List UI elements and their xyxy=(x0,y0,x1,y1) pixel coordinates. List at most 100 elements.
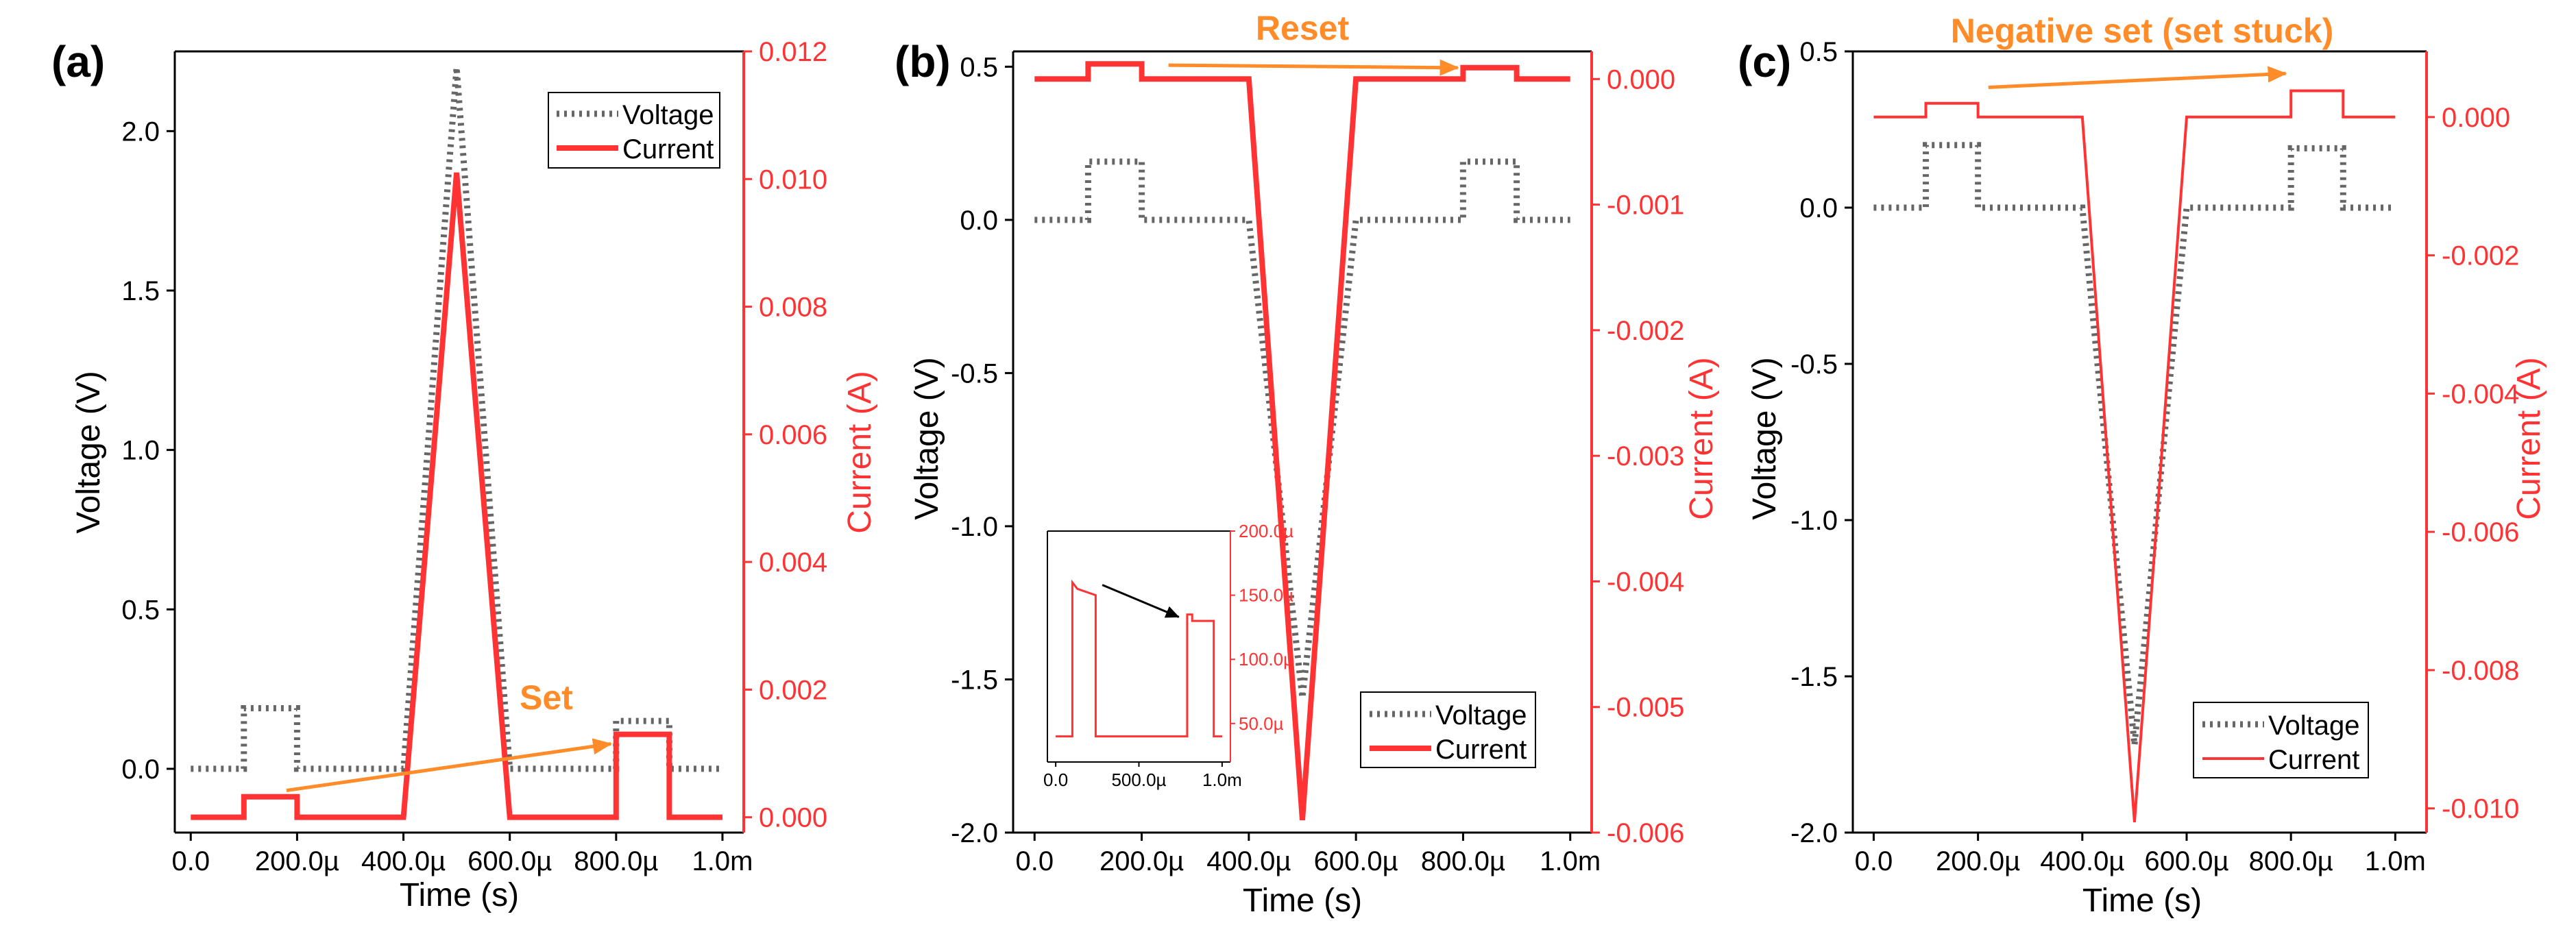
y-right-tick-label: 0.000 xyxy=(2442,103,2510,133)
inset-y-tick-label: 200.0µ xyxy=(1239,521,1293,541)
y-right-tick-label: -0.010 xyxy=(2442,794,2519,824)
y-right-tick-label: -0.008 xyxy=(2442,656,2519,686)
trend-arrow xyxy=(286,738,613,793)
y-right-tick-label: -0.003 xyxy=(1607,441,1684,471)
panel-a-xlabel: Time (s) xyxy=(400,877,519,913)
x-tick-label: 200.0µ xyxy=(1099,846,1184,876)
panel-a-legend-box xyxy=(548,92,720,169)
panel-c-legend-voltage: Voltage xyxy=(2268,711,2359,741)
series-current-line xyxy=(1873,89,2396,823)
panel-a-plot: 0.0 200.0µ 400.0µ 600.0µ 800.0µ 1.0m 0.0 0.5 1.0… xyxy=(121,37,827,876)
x-tick-label: 1.0m xyxy=(2365,846,2426,876)
x-tick-label: 600.0µ xyxy=(467,846,552,876)
x-tick-label: 400.0µ xyxy=(361,846,446,876)
y-right-tick-label: -0.006 xyxy=(2442,517,2519,548)
panel-b-legend: Voltage Current xyxy=(1360,691,1536,768)
series-current-line xyxy=(191,172,722,820)
y-right-tick-label: -0.001 xyxy=(1607,191,1684,221)
trend-arrow xyxy=(1168,59,1459,76)
x-tick-label: 400.0µ xyxy=(1206,846,1291,876)
panel-c-xlabel: Time (s) xyxy=(2082,883,2202,919)
panel-c-label: (c) xyxy=(1738,37,1791,86)
y-right-tick-label: -0.005 xyxy=(1607,693,1684,723)
x-tick-label: 1.0m xyxy=(692,846,753,876)
y-left-tick-label: 0.0 xyxy=(960,206,998,236)
y-left-tick-label: 0.0 xyxy=(1799,193,1838,223)
y-left-tick-label: 1.5 xyxy=(121,276,160,306)
panel-c-plot: 0.0 200.0µ 400.0µ 600.0µ 800.0µ 1.0m -2.0 -1.5 -… xyxy=(1790,37,2519,876)
x-tick-label: 200.0µ xyxy=(1936,846,2020,876)
panel-a-legend: Voltage Current xyxy=(548,92,720,169)
panel-b-ylabel-right: Current (A) xyxy=(1684,357,1720,519)
y-right-tick-label: 0.000 xyxy=(759,803,827,833)
y-right-tick-label: -0.002 xyxy=(1607,316,1684,346)
y-left-tick-label: 2.0 xyxy=(121,116,160,147)
y-right-tick-label: -0.002 xyxy=(2442,241,2519,271)
inset-y-tick-label: 150.0µ xyxy=(1239,585,1293,606)
series-voltage-line xyxy=(191,66,722,772)
trend-arrow xyxy=(1988,66,2287,89)
y-left-tick-label: -1.5 xyxy=(1790,662,1838,692)
panel-b-legend-current: Current xyxy=(1435,735,1527,765)
x-tick-label: 800.0µ xyxy=(2249,846,2333,876)
inset-current-line xyxy=(1056,579,1222,738)
inset-background xyxy=(1047,531,1230,762)
inset-x-tick-label: 500.0µ xyxy=(1111,770,1166,790)
x-tick-label: 0.0 xyxy=(1015,846,1054,876)
panel-a-legend-voltage: Voltage xyxy=(622,100,714,130)
y-right-tick-label: -0.004 xyxy=(1607,567,1684,597)
x-tick-label: 0.0 xyxy=(171,846,210,876)
panel-b-label: (b) xyxy=(895,37,951,86)
x-tick-label: 600.0µ xyxy=(1314,846,1398,876)
y-left-tick-label: 0.5 xyxy=(121,595,160,625)
panel-b-plot: 0.0 200.0µ 400.0µ 600.0µ 800.0µ 1.0m -2.0 -1.5 -… xyxy=(951,50,1684,876)
panel-a-legend-current: Current xyxy=(622,134,714,164)
panel-a-ylabel-left: Voltage (V) xyxy=(71,371,107,533)
y-left-tick-label: -1.0 xyxy=(951,512,998,542)
series-current-line xyxy=(1034,61,1570,820)
x-tick-label: 800.0µ xyxy=(1421,846,1505,876)
panel-b: (b) 0.0 200.0µ 400.0µ 600.0µ 800.0µ 1.0m -2.0 -… xyxy=(895,9,1720,919)
y-right-tick-label: 0.006 xyxy=(759,420,827,450)
y-right-tick-label: 0.008 xyxy=(759,293,827,323)
panel-b-inset: 0.0 500.0µ 1.0m 50.0µ 100.0µ 150.0µ 200.0µ xyxy=(1043,521,1293,790)
panel-c-legend-current: Current xyxy=(2268,745,2359,775)
panel-a-annotation: Set xyxy=(520,678,573,717)
y-left-tick-label: -2.0 xyxy=(951,818,998,848)
y-left-tick-label: -1.0 xyxy=(1790,506,1838,536)
y-right-tick-label: -0.004 xyxy=(2442,379,2519,409)
x-tick-label: 400.0µ xyxy=(2040,846,2124,876)
y-left-tick-label: -0.5 xyxy=(1790,349,1838,380)
panel-b-xlabel: Time (s) xyxy=(1243,883,1362,919)
x-tick-label: 800.0µ xyxy=(574,846,658,876)
panel-c-legend-box xyxy=(2193,702,2369,778)
panel-a: (a) 0.0 200.0µ 400.0µ 600.0µ 800.0µ 1.0m0.00.… xyxy=(51,37,878,913)
panel-c: (c) 0.0 200.0µ 400.0µ 600.0µ 800.0µ 1.0m -2.0 -… xyxy=(1738,12,2547,919)
y-left-tick-label: -1.5 xyxy=(951,665,998,695)
y-right-tick-label: 0.000 xyxy=(1607,64,1675,95)
x-tick-label: 0.0 xyxy=(1855,846,1893,876)
panel-a-label: (a) xyxy=(51,37,105,86)
inset-arrow xyxy=(1102,584,1180,618)
inset-y-tick-label: 50.0µ xyxy=(1239,713,1284,734)
x-tick-label: 200.0µ xyxy=(255,846,339,876)
y-right-tick-label: 0.010 xyxy=(759,164,827,195)
y-left-tick-label: 0.5 xyxy=(960,52,998,82)
panel-b-legend-voltage: Voltage xyxy=(1435,700,1527,730)
panel-b-legend-box xyxy=(1360,691,1536,768)
panel-b-ylabel-left: Voltage (V) xyxy=(909,357,945,519)
x-tick-label: 600.0µ xyxy=(2144,846,2228,876)
y-right-tick-label: 0.012 xyxy=(759,37,827,67)
panel-c-legend: Voltage Current xyxy=(2193,702,2369,778)
inset-x-tick-label: 0.0 xyxy=(1043,770,1068,790)
panel-c-ylabel-right: Current (A) xyxy=(2511,357,2547,519)
panel-a-ylabel-right: Current (A) xyxy=(842,371,878,533)
panel-c-annotation: Negative set (set stuck) xyxy=(1951,12,2334,50)
series-voltage-line xyxy=(1873,142,2396,746)
y-right-tick-label: 0.004 xyxy=(759,548,827,578)
y-left-tick-label: 0.5 xyxy=(1799,37,1838,67)
inset-x-tick-label: 1.0m xyxy=(1202,770,1242,790)
x-tick-label: 1.0m xyxy=(1540,846,1601,876)
